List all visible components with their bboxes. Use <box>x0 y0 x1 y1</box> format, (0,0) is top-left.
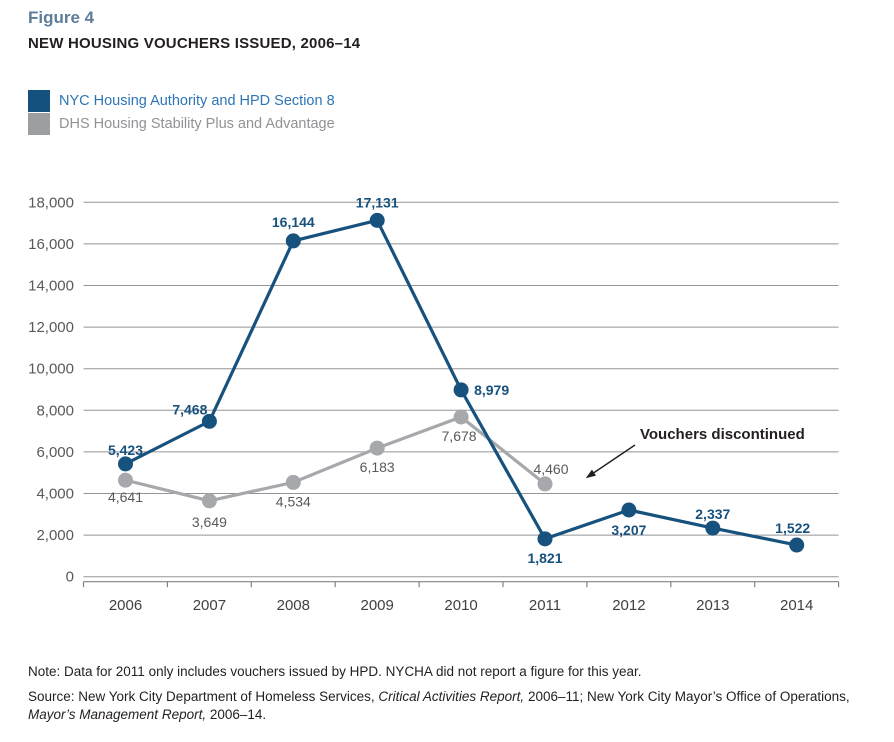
data-point <box>453 382 469 398</box>
data-point <box>369 212 385 228</box>
data-point <box>621 502 637 518</box>
y-axis-tick-label: 16,000 <box>28 236 74 253</box>
data-point <box>285 233 301 249</box>
y-axis-tick-label: 6,000 <box>36 444 74 461</box>
data-point-label: 4,534 <box>276 493 311 509</box>
line-chart: 0 2,000 4,000 6,000 8,000 10,000 12,000 14,000 1… <box>28 194 840 614</box>
chart-legend: NYC Housing Authority and HPD Section 8 … <box>28 90 335 136</box>
y-axis-tick-label: 2,000 <box>36 527 74 544</box>
data-point-label: 3,649 <box>192 514 227 530</box>
y-axis-tick-label: 0 <box>66 569 74 586</box>
x-axis-year-label: 2006 <box>109 597 142 614</box>
series-line <box>125 415 546 503</box>
data-point <box>537 476 553 492</box>
data-point <box>537 531 553 547</box>
data-point-label: 1,821 <box>527 550 562 566</box>
figure-number: Figure 4 <box>28 8 95 27</box>
data-point <box>453 409 469 425</box>
data-point-label: 17,131 <box>356 194 399 210</box>
data-point-label: 3,207 <box>611 522 646 538</box>
data-point-label: 4,460 <box>533 461 568 477</box>
x-axis-year-label: 2009 <box>361 597 394 614</box>
data-point-label: 8,979 <box>474 382 509 398</box>
x-axis-year-label: 2007 <box>193 597 226 614</box>
data-point-label: 7,468 <box>172 401 207 417</box>
legend-item-nycha-hpd: NYC Housing Authority and HPD Section 8 <box>28 90 335 112</box>
legend-item-dhs: DHS Housing Stability Plus and Advantage <box>28 113 335 135</box>
x-axis-year-label: 2008 <box>277 597 310 614</box>
data-point-label: 7,678 <box>442 428 477 444</box>
x-axis-year-label: 2010 <box>444 597 477 614</box>
source-segment: Source: New York City Department of Home… <box>28 689 379 704</box>
data-point-label: 6,183 <box>360 459 395 475</box>
y-axis-tick-label: 18,000 <box>28 194 74 211</box>
source-segment: 2006–14. <box>206 707 267 723</box>
y-axis-tick-label: 8,000 <box>36 402 74 419</box>
legend-swatch-gray <box>28 113 50 135</box>
source-segment: 2006–11; New York City Mayor’s Office of… <box>524 689 850 704</box>
source-italic-segment: Mayor’s Management Report, <box>28 707 207 723</box>
data-point-label: 4,641 <box>108 489 143 505</box>
data-point <box>369 440 385 456</box>
y-axis-tick-label: 14,000 <box>28 278 74 295</box>
legend-label-dhs: DHS Housing Stability Plus and Advantage <box>59 116 335 132</box>
annotation-vouchers-discontinued: Vouchers discontinued <box>640 426 805 443</box>
annotation-arrow-line <box>588 444 636 477</box>
x-axis-year-label: 2014 <box>780 597 813 614</box>
data-point <box>789 537 805 553</box>
y-axis-tick-label: 12,000 <box>28 319 74 336</box>
x-axis-year-label: 2013 <box>696 597 729 614</box>
data-point-label: 5,423 <box>108 442 143 458</box>
annotation-arrowhead-icon <box>585 469 596 479</box>
x-axis-year-label: 2011 <box>529 597 561 614</box>
data-point <box>118 472 133 488</box>
data-point-label: 1,522 <box>775 520 810 536</box>
data-point <box>705 520 721 536</box>
data-point-label: 16,144 <box>272 214 315 230</box>
data-point-label: 2,337 <box>695 506 730 522</box>
note-text: Note: Data for 2011 only includes vouche… <box>28 664 642 679</box>
figure-title: NEW HOUSING VOUCHERS ISSUED, 2006–14 <box>28 35 361 52</box>
legend-label-nycha-hpd: NYC Housing Authority and HPD Section 8 <box>59 93 335 109</box>
source-italic-segment: Critical Activities Report, <box>378 689 525 704</box>
y-axis-tick-label: 10,000 <box>28 361 74 378</box>
y-axis-tick-label: 4,000 <box>36 486 74 503</box>
x-axis-year-label: 2012 <box>612 597 645 614</box>
data-point <box>285 474 301 490</box>
data-point <box>201 413 217 429</box>
source-text: Source: New York City Department of Home… <box>28 688 850 724</box>
legend-swatch-blue <box>28 90 50 112</box>
data-point <box>201 493 217 509</box>
data-point <box>118 456 133 472</box>
